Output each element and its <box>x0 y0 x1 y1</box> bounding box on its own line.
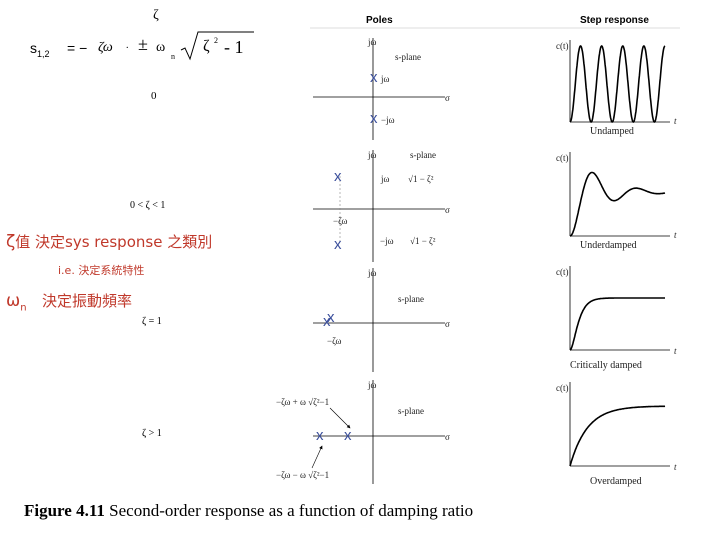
ie-text: i.e. 決定系統特性 <box>58 264 145 277</box>
pole-marker: x <box>370 110 378 127</box>
formula-omega: ω <box>156 40 166 55</box>
t-label: t <box>674 230 677 240</box>
under-lower-root: √1 − ζ² <box>410 236 436 246</box>
pole-marker: x <box>344 427 352 444</box>
omega-line-sub: n <box>20 302 27 314</box>
poles-panel-overdamped: jω s-plane σ x x −ζω + ω √ζ²−1 −ζω − ω √… <box>276 380 450 484</box>
under-upper-root: √1 − ζ² <box>408 174 434 184</box>
step-panel-undamped: c(t) t Undamped <box>556 40 677 137</box>
zeta-over: ζ > 1 <box>142 428 162 439</box>
sigma-label: σ <box>445 205 450 215</box>
t-label: t <box>674 346 677 356</box>
step-panel-overdamped: c(t) t Overdamped <box>556 382 677 487</box>
ct-label: c(t) <box>556 41 569 51</box>
poles-panel-critical: jω s-plane σ x x −ζω <box>313 268 450 372</box>
ct-label: c(t) <box>556 153 569 163</box>
formula-s-sub: 1,2 <box>37 48 50 59</box>
formula-zeta-omega: ζω <box>98 40 113 55</box>
omega-line-text: 決定振動頻率 <box>42 292 133 310</box>
sigma-label: σ <box>445 432 450 442</box>
poles-panel-underdamped: jω s-plane σ x x jω √1 − ζ² −ζω −jω √1 −… <box>313 150 450 262</box>
jw-label: jω <box>367 380 377 390</box>
pole-marker: x <box>316 427 324 444</box>
formula-n-sub: n <box>171 52 175 61</box>
formula-minus-one: - 1 <box>224 37 244 57</box>
jw-label: jω <box>367 150 377 160</box>
underdamped-label: Underdamped <box>580 240 637 251</box>
under-neg-label: −ζω <box>333 216 347 226</box>
undamped-lower-label: −jω <box>381 115 395 125</box>
overdamped-label: Overdamped <box>590 476 642 487</box>
pole-marker: x <box>334 236 342 253</box>
formula-zeta-sq: ζ <box>203 38 210 55</box>
formula-equals: = − <box>67 40 88 56</box>
pole-marker: x <box>327 309 335 326</box>
jw-label: jω <box>367 37 377 47</box>
critical-label: Critically damped <box>570 360 642 371</box>
over-upper-arrow <box>329 407 351 429</box>
formula-plus-minus: ± <box>138 34 148 54</box>
omega-line: ωn 決定振動頻率 <box>6 290 132 313</box>
step-header: Step response <box>580 15 649 26</box>
formula-sq: 2 <box>214 36 218 45</box>
sigma-label: σ <box>445 93 450 103</box>
ct-label: c(t) <box>556 267 569 277</box>
undamped-label: Undamped <box>590 126 634 137</box>
zeta-top-symbol: ζ <box>153 8 159 23</box>
sigma-label: σ <box>445 319 450 329</box>
step-panel-critical: c(t) t Critically damped <box>556 266 677 371</box>
pole-marker: x <box>370 69 378 86</box>
over-lower-label: −ζω − ω √ζ²−1 <box>276 470 329 480</box>
over-upper-label: −ζω + ω √ζ²−1 <box>276 397 329 407</box>
formula-lhs: s1,2 <box>30 40 50 59</box>
overdamped-curve <box>569 405 666 467</box>
zeta-line: ζ值 決定sys response 之類別 <box>6 231 212 252</box>
splane-label: s-plane <box>398 294 424 304</box>
zeta-critical: ζ = 1 <box>142 316 162 327</box>
pole-marker: x <box>334 168 342 185</box>
formula-dot: . <box>126 40 129 51</box>
zeta-line-symbol: ζ <box>6 232 16 252</box>
poles-header: Poles <box>366 15 393 26</box>
splane-label: s-plane <box>395 52 421 62</box>
ct-label: c(t) <box>556 383 569 393</box>
undamped-curve <box>569 45 666 123</box>
splane-label: s-plane <box>410 150 436 160</box>
t-label: t <box>674 116 677 126</box>
figure-caption: Figure 4.11 Second-order response as a f… <box>24 501 473 521</box>
pole-marker: x <box>323 313 331 330</box>
under-lower-label: −jω <box>380 236 394 246</box>
formula-sqrt-icon <box>180 31 254 61</box>
zeta-zero-label: 0 <box>151 90 157 102</box>
formula-s: s <box>30 40 37 56</box>
caption-bold: Figure 4.11 <box>24 501 105 520</box>
splane-label: s-plane <box>398 406 424 416</box>
zeta-line-text: 值 決定sys response 之類別 <box>15 233 213 251</box>
step-panel-underdamped: c(t) t Underdamped <box>556 152 677 251</box>
crit-label: −ζω <box>327 336 341 346</box>
under-upper-label: jω <box>380 174 390 184</box>
undamped-upper-label: jω <box>380 74 390 84</box>
over-lower-arrow <box>311 445 323 469</box>
jw-label: jω <box>367 268 377 278</box>
caption-rest: Second-order response as a function of d… <box>104 501 474 520</box>
underdamped-curve <box>569 171 666 237</box>
t-label: t <box>674 462 677 472</box>
omega-line-symbol: ω <box>6 291 21 311</box>
range-underdamped: 0 < ζ < 1 <box>130 200 166 211</box>
critical-curve <box>569 297 665 351</box>
poles-panel-undamped: jω s-plane σ x x jω −jω <box>313 37 450 140</box>
